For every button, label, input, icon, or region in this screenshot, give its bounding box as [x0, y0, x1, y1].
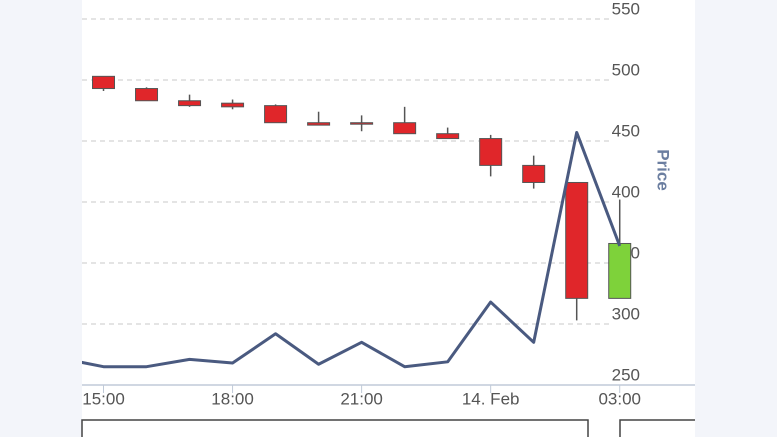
- candle-body: [264, 105, 288, 124]
- y-tick-label: 400: [612, 182, 640, 201]
- candle-body: [522, 164, 546, 183]
- y-axis-title: Price: [654, 149, 673, 191]
- navigator: [81, 419, 589, 437]
- candle-body: [92, 75, 116, 90]
- y-tick-label: 300: [612, 304, 640, 323]
- candle-body: [479, 138, 503, 166]
- candle-body: [436, 133, 460, 140]
- navigator: [619, 419, 695, 437]
- plot: [82, 75, 632, 369]
- candle-body: [307, 122, 331, 126]
- candle-body: [178, 100, 202, 107]
- y-tick-label: 550: [612, 0, 640, 18]
- x-tick-label: 15:00: [82, 389, 125, 408]
- candle-body: [608, 242, 632, 299]
- x-tick-label: 18:00: [211, 389, 254, 408]
- x-tick-label: 21:00: [340, 389, 383, 408]
- price-line: [82, 130, 622, 369]
- candle-body: [565, 181, 589, 299]
- x-tick-label: 03:00: [598, 389, 641, 408]
- y-tick-label: 250: [612, 365, 640, 384]
- candle-body: [221, 102, 245, 108]
- y-tick-label: 450: [612, 121, 640, 140]
- candle-body: [135, 88, 159, 102]
- y-tick-label: 500: [612, 60, 640, 79]
- candle-body: [393, 122, 417, 135]
- candle-body: [350, 122, 374, 125]
- x-tick-label: 14. Feb: [462, 389, 520, 408]
- plot-background: [82, 0, 695, 437]
